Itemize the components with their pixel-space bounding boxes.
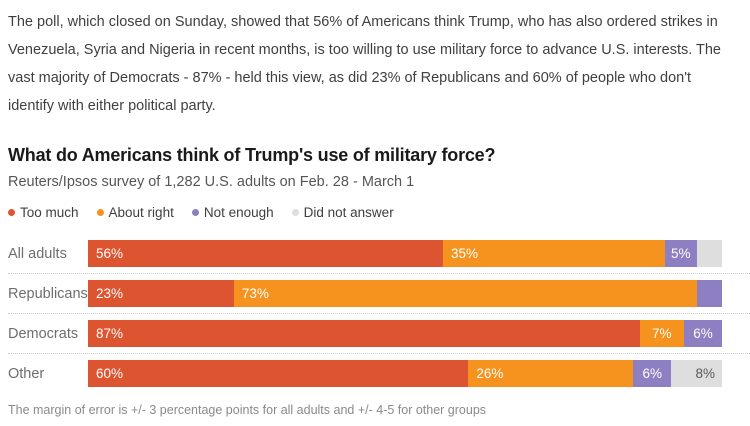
category-label: All adults	[8, 245, 67, 262]
bar-segment-did-not-answer	[696, 240, 722, 267]
chart-subtitle: Reuters/Ipsos survey of 1,282 U.S. adult…	[8, 174, 415, 190]
bar-track: 56% 35% 5%	[88, 240, 722, 267]
bar-segment-not-enough: 5%	[664, 240, 697, 267]
legend-dot-too-much	[8, 209, 15, 216]
row-separator	[8, 273, 750, 274]
category-label: Democrats	[8, 325, 79, 342]
bar-segment-about-right: 73%	[233, 280, 697, 307]
legend-item-did-not-answer: Did not answer	[291, 205, 394, 220]
bar-segment-not-enough	[696, 280, 722, 307]
row-separator	[8, 353, 750, 354]
legend-label: About right	[108, 205, 174, 220]
category-label: Republicans	[8, 285, 88, 302]
legend-item-not-enough: Not enough	[191, 205, 274, 220]
chart-row-other: Other 60% 26% 6% 8%	[8, 360, 750, 387]
segment-value-label: 23%	[96, 286, 124, 301]
category-label: Other	[8, 365, 45, 382]
segment-value-label: 35%	[451, 246, 479, 261]
bar-segment-too-much: 23%	[88, 280, 234, 307]
legend-item-about-right: About right	[96, 205, 174, 220]
legend-dot-did-not-answer	[291, 209, 299, 216]
bar-segment-not-enough: 6%	[683, 320, 722, 347]
segment-value-label: 7%	[652, 326, 672, 341]
legend-label: Did not answer	[303, 205, 394, 220]
legend-label: Not enough	[203, 205, 274, 220]
bar-segment-not-enough: 6%	[633, 360, 672, 387]
bar-segment-too-much: 87%	[88, 320, 640, 347]
chart-title: What do Americans think of Trump's use o…	[8, 145, 496, 165]
segment-value-label: 26%	[476, 366, 504, 381]
segment-value-label: 8%	[695, 366, 715, 381]
intro-paragraph: The poll, which closed on Sunday, showed…	[8, 14, 721, 114]
legend-label: Too much	[20, 205, 79, 220]
segment-value-label: 56%	[96, 246, 124, 261]
bar-segment-about-right: 35%	[443, 240, 665, 267]
segment-value-label: 5%	[671, 246, 691, 261]
chart-row-democrats: Democrats 87% 7% 6%	[8, 320, 750, 347]
bar-segment-did-not-answer: 8%	[671, 360, 722, 387]
chart-footnote: The margin of error is +/- 3 percentage …	[8, 403, 487, 417]
bar-segment-too-much: 56%	[88, 240, 444, 267]
bar-segment-about-right: 7%	[639, 320, 684, 347]
bar-track: 60% 26% 6% 8%	[88, 360, 722, 387]
segment-value-label: 73%	[241, 286, 269, 301]
segment-value-label: 87%	[96, 326, 124, 341]
chart-legend: Too much About right Not enough Did not ans…	[8, 205, 742, 220]
stacked-bar-chart: All adults 56% 35% 5% Republicans 23% 73% Democ…	[8, 240, 750, 387]
bar-track: 23% 73%	[88, 280, 722, 307]
legend-item-too-much: Too much	[8, 205, 79, 220]
row-separator	[8, 313, 750, 314]
bar-segment-about-right: 26%	[468, 360, 634, 387]
segment-value-label: 6%	[642, 366, 662, 381]
segment-value-label: 6%	[693, 326, 713, 341]
chart-row-republicans: Republicans 23% 73%	[8, 280, 750, 307]
bar-segment-too-much: 60%	[88, 360, 469, 387]
bar-track: 87% 7% 6%	[88, 320, 722, 347]
chart-row-all-adults: All adults 56% 35% 5%	[8, 240, 750, 267]
legend-dot-not-enough	[191, 209, 199, 216]
legend-dot-about-right	[96, 209, 104, 216]
segment-value-label: 60%	[96, 366, 124, 381]
